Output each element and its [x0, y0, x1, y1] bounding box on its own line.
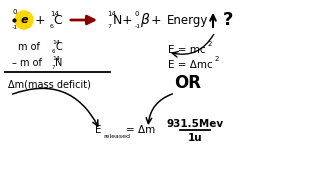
Text: 0: 0: [13, 9, 17, 15]
Text: 931.5Mev: 931.5Mev: [166, 119, 224, 129]
Text: – m of: – m of: [12, 58, 42, 68]
Text: e: e: [20, 15, 28, 25]
Text: 14: 14: [50, 11, 59, 17]
Text: +: +: [35, 14, 45, 26]
Text: C: C: [56, 42, 62, 52]
Text: C: C: [54, 14, 62, 26]
Text: released: released: [103, 134, 130, 138]
Text: 14: 14: [52, 39, 60, 44]
Text: N: N: [55, 58, 63, 68]
Text: 2: 2: [208, 41, 212, 47]
Text: Δm(mass deficit): Δm(mass deficit): [8, 79, 91, 89]
Text: 6: 6: [50, 24, 54, 28]
Text: E = Δmc: E = Δmc: [168, 60, 213, 70]
Circle shape: [15, 11, 33, 29]
Text: = Δm: = Δm: [126, 125, 155, 135]
Text: 14: 14: [107, 11, 116, 17]
Text: 7: 7: [107, 24, 111, 28]
Text: E: E: [95, 125, 101, 135]
Text: -1: -1: [12, 24, 18, 30]
Text: E = mc: E = mc: [168, 45, 206, 55]
Text: 6: 6: [52, 48, 55, 53]
Text: N: N: [112, 14, 122, 26]
Text: OR: OR: [174, 74, 202, 92]
Text: 7: 7: [52, 64, 55, 69]
Text: +: +: [151, 14, 161, 26]
Text: m of: m of: [18, 42, 40, 52]
Text: +: +: [122, 14, 132, 26]
Text: 1u: 1u: [188, 133, 202, 143]
Text: ?: ?: [223, 11, 233, 29]
Text: $\beta$: $\beta$: [140, 11, 150, 29]
Text: Energy: Energy: [167, 14, 209, 26]
Text: 0: 0: [135, 11, 140, 17]
Text: 14: 14: [52, 55, 60, 60]
Text: 2: 2: [215, 56, 220, 62]
Text: -1: -1: [135, 24, 141, 28]
